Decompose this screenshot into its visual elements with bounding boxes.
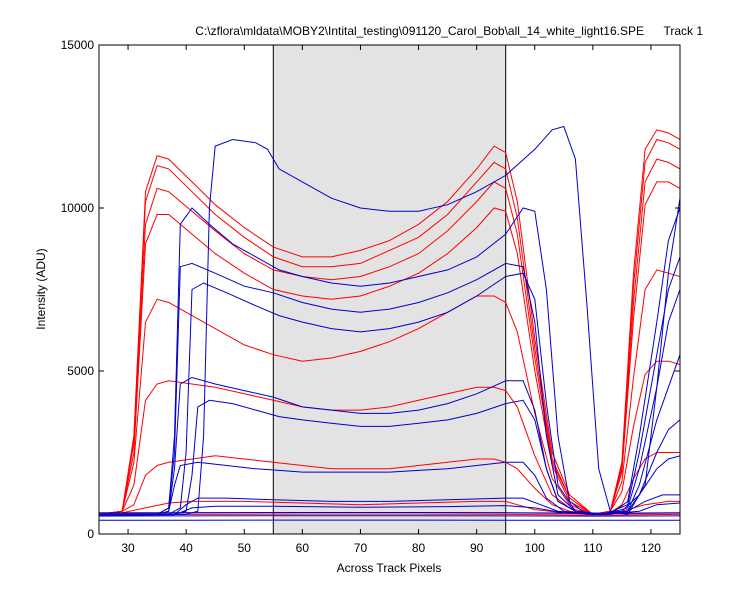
- x-tick-label: 90: [470, 541, 484, 555]
- series-line-blue-18: [99, 494, 680, 515]
- x-tick-label: 60: [296, 541, 310, 555]
- x-tick-label: 50: [238, 541, 252, 555]
- shaded-region: [273, 45, 506, 534]
- y-tick-label: 5000: [67, 364, 94, 378]
- x-tick-label: 30: [121, 541, 135, 555]
- y-tick-label: 15000: [61, 38, 95, 52]
- series-line-red-7: [99, 452, 680, 515]
- chart-title: C:\zflora\mldata\MOBY2\Intital_testing\0…: [195, 24, 644, 38]
- series-layer: [99, 125, 680, 521]
- x-axis: 30 40 50 60 70 80 90 100 110 120: [121, 45, 661, 555]
- x-tick-label: 120: [641, 541, 661, 555]
- x-tick-label: 110: [583, 541, 602, 555]
- series-line-blue-13: [99, 256, 680, 515]
- y-axis-label: Intensity (ADU): [34, 248, 48, 329]
- track-label: Track 1: [663, 24, 703, 38]
- series-line-blue-20: [99, 512, 680, 514]
- series-line-blue-14: [99, 272, 680, 515]
- x-axis-label: Across Track Pixels: [337, 561, 442, 575]
- x-tick-label: 100: [525, 541, 545, 555]
- plot-frame: [98, 44, 681, 535]
- x-tick-label: 80: [412, 541, 426, 555]
- series-line-blue-19: [99, 502, 680, 516]
- series-line-red-6: [99, 360, 680, 515]
- x-tick-label: 70: [354, 541, 368, 555]
- x-tick-label: 40: [179, 541, 193, 555]
- y-tick-label: 10000: [61, 201, 95, 215]
- y-tick-label: 0: [87, 527, 94, 541]
- y-axis: 0 5000 10000 15000: [61, 38, 680, 541]
- series-line-red-4: [99, 181, 680, 515]
